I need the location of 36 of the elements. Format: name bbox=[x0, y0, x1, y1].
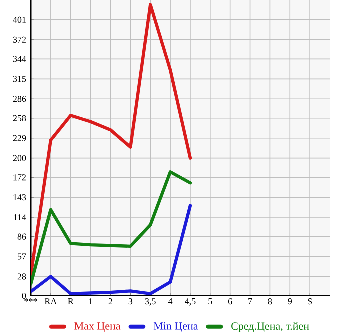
x-tick-label: 3,5 bbox=[145, 298, 156, 306]
x-tick-label: 5 bbox=[208, 298, 212, 305]
y-tick-label: 401 bbox=[13, 16, 26, 24]
x-tick-label: 8 bbox=[268, 298, 272, 305]
x-tick-label: 7 bbox=[248, 298, 252, 304]
y-tick-label: 200 bbox=[13, 155, 26, 162]
x-tick-label: 1 bbox=[89, 298, 93, 304]
x-tick-label: 4 bbox=[168, 298, 173, 304]
y-tick-label: 372 bbox=[13, 36, 26, 43]
y-tick-label: 143 bbox=[14, 194, 26, 201]
x-tick-label: R bbox=[68, 298, 74, 304]
legend-label: Min Цена bbox=[154, 322, 198, 332]
y-tick-label: 86 bbox=[18, 234, 26, 240]
y-tick-label: 0 bbox=[22, 292, 26, 300]
x-tick-label: 4,5 bbox=[185, 298, 196, 306]
y-tick-label: 258 bbox=[13, 115, 26, 122]
x-tick-label: 3 bbox=[128, 298, 133, 305]
line-series bbox=[31, 204, 192, 296]
x-tick-label: 9 bbox=[288, 298, 292, 305]
y-tick-label: 172 bbox=[14, 174, 26, 181]
y-tick-label: 286 bbox=[13, 96, 26, 102]
legend-label: Сред.Цена, т.йен bbox=[232, 322, 310, 332]
y-tick-label: 344 bbox=[13, 56, 26, 62]
x-tick-label: *** bbox=[24, 298, 38, 302]
line-series bbox=[31, 3, 192, 277]
y-tick-label: 229 bbox=[13, 135, 26, 142]
line-series bbox=[31, 170, 192, 286]
y-tick-label: 57 bbox=[18, 254, 26, 260]
legend-label: Max Цена bbox=[74, 322, 121, 332]
x-tick-label: 2 bbox=[108, 298, 112, 304]
x-tick-label: RA bbox=[44, 298, 58, 304]
y-tick-label: 315 bbox=[13, 76, 26, 82]
y-tick-label: 28 bbox=[18, 274, 26, 280]
x-tick-label: S bbox=[308, 298, 312, 305]
x-tick-label: 6 bbox=[228, 298, 232, 305]
y-tick-label: 114 bbox=[14, 214, 26, 220]
